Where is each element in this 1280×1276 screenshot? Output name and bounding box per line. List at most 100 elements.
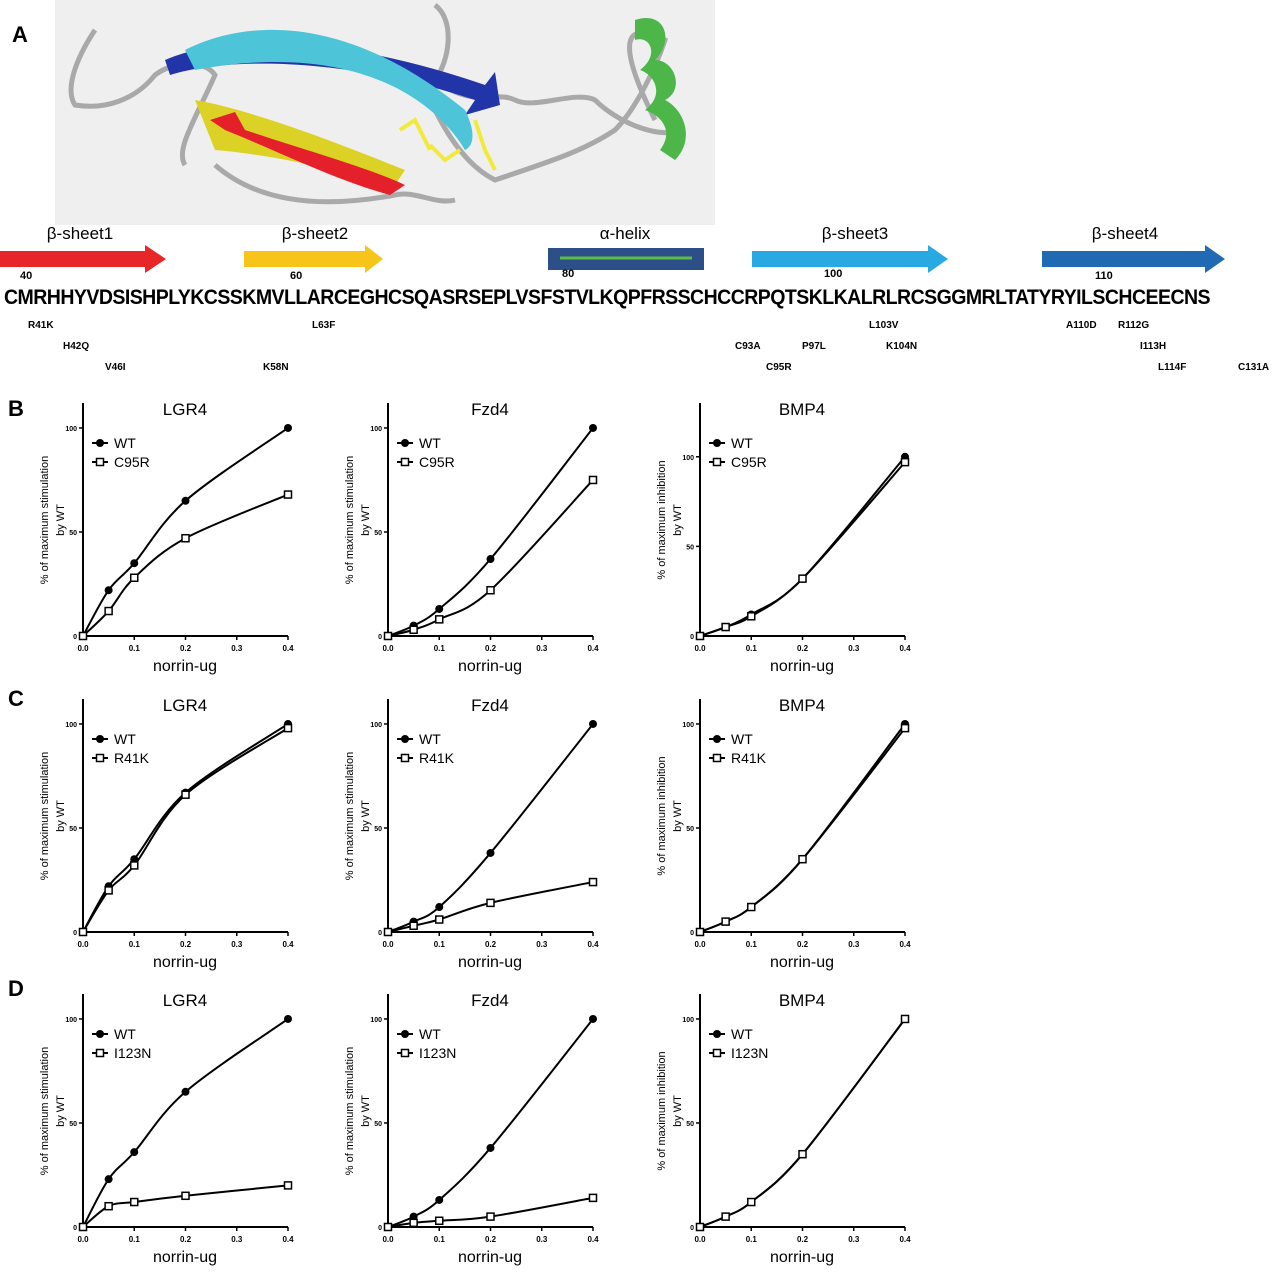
x-tick-label: 0.2	[485, 940, 497, 949]
data-point-r41k	[900, 723, 910, 733]
legend-marker	[95, 1048, 105, 1058]
panel-label-b: B	[8, 396, 24, 421]
series-line-wt	[387, 723, 594, 933]
legend-label: WT	[419, 731, 441, 747]
legend-label: I123N	[114, 1045, 151, 1061]
series-line-wt	[387, 1018, 594, 1228]
residue-number: 80	[562, 268, 575, 280]
data-point-i123n	[181, 1191, 190, 1201]
x-tick-label: 0.3	[848, 940, 860, 949]
x-tick-label: 0.4	[282, 1235, 294, 1244]
x-tick-label: 0.4	[587, 1235, 599, 1244]
series-line-wt	[82, 723, 289, 933]
y-axis-label: % of maximum stimulation	[344, 752, 356, 880]
x-tick-label: 0.4	[587, 644, 599, 653]
data-point-wt	[130, 1148, 139, 1157]
legend-marker	[96, 439, 104, 447]
data-point-r41k	[798, 854, 807, 864]
protein-structure-image	[55, 0, 715, 225]
x-tick-label: 0.4	[282, 644, 294, 653]
x-tick-label: 0.1	[129, 940, 141, 949]
data-point-c95r	[435, 615, 444, 624]
data-point-i123n	[409, 1218, 418, 1228]
x-tick-label: 0.0	[694, 644, 706, 653]
data-point-r41k	[721, 917, 730, 926]
chart-b-fzd4: 0.0 0.1 0.2 0.3 0.4 0 50 100 Fzd4 norrin-ug % of m…	[344, 400, 599, 675]
x-tick-label: 0.0	[382, 940, 394, 949]
x-tick-label: 0.2	[485, 644, 497, 653]
secondary-structure-arrows	[0, 245, 1225, 273]
data-point-i123n	[130, 1197, 139, 1207]
legend-marker	[401, 735, 409, 743]
chart-title: Fzd4	[471, 400, 509, 419]
series-line-wt	[82, 427, 289, 637]
legend-label: R41K	[114, 750, 150, 766]
x-tick-label: 0.0	[77, 644, 89, 653]
x-axis-label: norrin-ug	[153, 954, 217, 971]
x-tick-label: 0.2	[485, 1235, 497, 1244]
data-point-i123n	[283, 1181, 293, 1190]
legend-marker	[400, 753, 410, 763]
chart-title: Fzd4	[471, 696, 509, 715]
ss-label-beta-sheet1: β-sheet1	[46, 224, 114, 243]
ss-label-beta-sheet2: β-sheet2	[281, 224, 349, 243]
x-tick-label: 0.0	[382, 644, 394, 653]
x-tick-label: 0.2	[180, 1235, 192, 1244]
x-tick-label: 0.4	[587, 940, 599, 949]
chart-title: LGR4	[163, 696, 207, 715]
legend-marker	[712, 1048, 722, 1058]
y-tick-label: 0	[378, 1225, 382, 1232]
y-tick-label: 50	[69, 826, 77, 833]
chart-d-lgr4: 0.0 0.1 0.2 0.3 0.4 0 50 100 LGR4 norrin-ug % of m…	[39, 991, 294, 1266]
legend-label: C95R	[731, 454, 767, 470]
data-point-c95r	[181, 533, 190, 543]
data-point-wt	[284, 1014, 292, 1023]
data-point-c95r	[588, 475, 598, 485]
y-tick-label: 100	[65, 426, 77, 433]
data-point-r41k	[486, 898, 495, 908]
x-axis-label: norrin-ug	[458, 1249, 522, 1266]
data-point-i123n	[900, 1014, 910, 1024]
data-point-wt	[589, 1014, 597, 1023]
x-tick-label: 0.1	[434, 940, 446, 949]
ss-label-beta-sheet4: β-sheet4	[1091, 224, 1159, 243]
data-point-r41k	[695, 927, 705, 937]
legend-marker	[96, 735, 104, 743]
chart-d-bmp4: 0.0 0.1 0.2 0.3 0.4 0 50 100 BMP4 norrin-ug % of m…	[656, 991, 911, 1266]
data-point-c95r	[383, 631, 393, 641]
data-point-wt	[435, 604, 444, 613]
x-axis-label: norrin-ug	[153, 1249, 217, 1266]
data-point-r41k	[283, 723, 293, 733]
x-tick-label: 0.2	[797, 940, 809, 949]
data-point-c95r	[283, 490, 293, 499]
legend-marker	[400, 1048, 410, 1058]
chart-title: LGR4	[163, 400, 207, 419]
y-axis-label-line2: by WT	[672, 504, 684, 536]
mutation-label: R112G	[1118, 320, 1150, 331]
y-tick-label: 50	[686, 544, 694, 551]
y-axis-label-line2: by WT	[360, 800, 372, 832]
x-tick-label: 0.3	[231, 1235, 243, 1244]
x-axis-label: norrin-ug	[770, 954, 834, 971]
data-point-wt	[486, 848, 495, 857]
legend-label: WT	[114, 435, 136, 451]
legend-label: C95R	[114, 454, 150, 470]
y-tick-label: 100	[370, 426, 382, 433]
data-point-r41k	[435, 915, 444, 924]
x-tick-label: 0.1	[746, 644, 758, 653]
x-tick-label: 0.1	[434, 644, 446, 653]
data-point-i123n	[721, 1212, 730, 1221]
y-axis-label-line2: by WT	[55, 1095, 67, 1127]
y-axis-label: % of maximum stimulation	[39, 1047, 51, 1175]
chart-b-lgr4: 0.0 0.1 0.2 0.3 0.4 0 50 100 LGR4 norrin-ug % of m…	[39, 400, 294, 675]
x-axis-label: norrin-ug	[770, 1249, 834, 1266]
mutation-label: V46I	[105, 362, 126, 373]
x-tick-label: 0.1	[746, 940, 758, 949]
x-tick-label: 0.1	[434, 1235, 446, 1244]
y-axis-label: % of maximum stimulation	[344, 456, 356, 584]
data-point-i123n	[588, 1193, 598, 1203]
residue-number: 60	[290, 270, 303, 282]
chart-title: LGR4	[163, 991, 207, 1010]
mutation-label: L63F	[312, 320, 336, 331]
mutation-label: C131A	[1238, 362, 1270, 373]
